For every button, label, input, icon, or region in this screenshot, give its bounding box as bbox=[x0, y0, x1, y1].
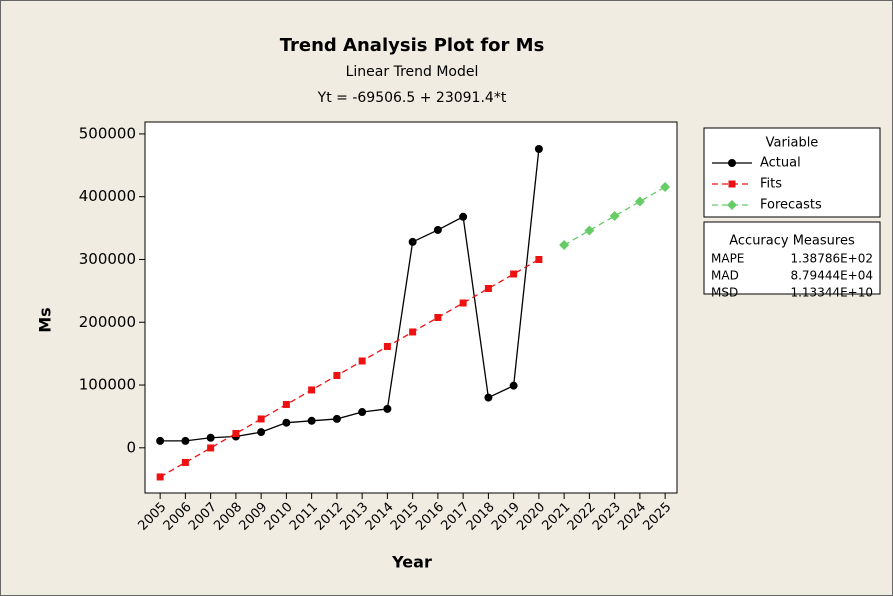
marker bbox=[433, 225, 442, 234]
marker bbox=[333, 371, 341, 379]
marker bbox=[509, 381, 518, 390]
marker bbox=[257, 415, 265, 423]
marker bbox=[232, 429, 240, 437]
accuracy-box bbox=[703, 221, 881, 295]
marker bbox=[332, 414, 341, 423]
accuracy-value: 1.38786E+02 bbox=[790, 252, 873, 266]
accuracy-label: MAD bbox=[711, 269, 739, 283]
marker bbox=[484, 284, 492, 292]
accuracy-title: Accuracy Measures bbox=[729, 234, 855, 249]
legend-label: Fits bbox=[760, 177, 782, 192]
marker bbox=[206, 433, 215, 442]
marker bbox=[308, 386, 316, 394]
legend-label: Actual bbox=[760, 156, 801, 171]
marker bbox=[434, 313, 442, 321]
marker bbox=[559, 240, 570, 251]
marker bbox=[408, 237, 417, 246]
marker bbox=[534, 144, 543, 153]
marker bbox=[660, 182, 671, 193]
y-tick-label: 100000 bbox=[79, 376, 136, 394]
accuracy-label: MSD bbox=[711, 286, 738, 300]
marker bbox=[307, 416, 316, 425]
accuracy-value: 8.79444E+04 bbox=[790, 269, 873, 283]
marker bbox=[383, 342, 391, 350]
y-axis-label: Ms bbox=[36, 307, 55, 332]
accuracy-value: 1.13344E+10 bbox=[790, 286, 873, 300]
marker bbox=[207, 444, 215, 452]
series-line bbox=[159, 258, 540, 478]
marker bbox=[156, 473, 164, 481]
chart-title: Trend Analysis Plot for Ms bbox=[280, 35, 545, 56]
marker bbox=[181, 436, 190, 445]
y-tick-label: 200000 bbox=[79, 313, 136, 331]
y-tick-label: 300000 bbox=[79, 250, 136, 268]
marker bbox=[358, 408, 367, 417]
subtitle: Linear Trend Model bbox=[346, 64, 479, 80]
x-axis-label: Year bbox=[391, 553, 432, 572]
series-line bbox=[160, 148, 540, 442]
marker bbox=[484, 393, 493, 402]
marker bbox=[409, 328, 417, 336]
legend-title: Variable bbox=[766, 136, 819, 151]
marker bbox=[383, 404, 392, 413]
legend-label: Forecasts bbox=[760, 198, 822, 213]
marker bbox=[181, 458, 189, 466]
marker bbox=[358, 357, 366, 365]
marker bbox=[609, 211, 620, 222]
legend-marker bbox=[727, 200, 737, 210]
marker bbox=[510, 270, 518, 278]
marker bbox=[459, 299, 467, 307]
marker bbox=[535, 256, 543, 264]
y-tick-label: 0 bbox=[126, 438, 136, 456]
legend-marker bbox=[728, 180, 736, 188]
marker bbox=[156, 436, 165, 445]
marker bbox=[282, 418, 291, 427]
accuracy-label: MAPE bbox=[711, 252, 744, 266]
marker bbox=[257, 428, 266, 437]
marker bbox=[634, 196, 645, 207]
y-tick-label: 500000 bbox=[79, 124, 136, 142]
marker bbox=[459, 212, 468, 221]
marker bbox=[282, 400, 290, 408]
marker bbox=[584, 225, 595, 236]
equation: Yt = -69506.5 + 23091.4*t bbox=[317, 90, 507, 106]
legend-marker bbox=[728, 159, 736, 167]
y-tick-label: 400000 bbox=[79, 187, 136, 205]
